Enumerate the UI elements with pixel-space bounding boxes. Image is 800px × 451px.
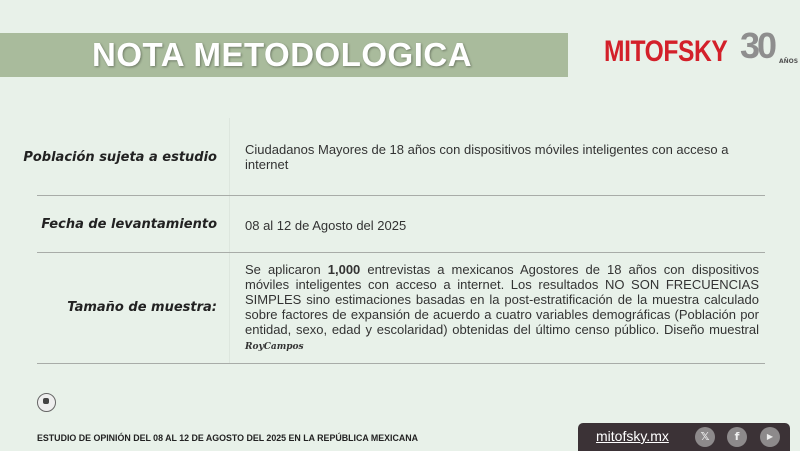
logo-years: 30 — [740, 25, 777, 66]
row-value: Se aplicaron 1,000 entrevistas a mexican… — [245, 262, 759, 355]
title-bar: NOTA METODOLOGICA — [0, 33, 568, 77]
column-divider — [229, 118, 230, 364]
logo-years-label: AÑOS — [779, 58, 799, 65]
signature: RoyCampos — [245, 342, 304, 352]
value-text: entrevistas a mexicanos Agostores de 18 … — [245, 262, 759, 337]
row-value: 08 al 12 de Agosto del 2025 — [245, 218, 407, 233]
youtube-icon[interactable]: ▶ — [760, 427, 780, 447]
footer-study-text: ESTUDIO DE OPINIÓN DEL 08 AL 12 DE AGOST… — [37, 433, 418, 444]
table-row: Población sujeta a estudio Ciudadanos Ma… — [23, 118, 765, 196]
social-bar: mitofsky.mx 𝕏 f ▶ — [578, 423, 790, 451]
logo-brand: MITOFSKY — [604, 35, 728, 68]
row-value: Ciudadanos Mayores de 18 años con dispos… — [245, 142, 729, 172]
table-row: Tamaño de muestra: Se aplicaron 1,000 en… — [37, 253, 765, 364]
facebook-icon[interactable]: f — [727, 427, 747, 447]
row-label: Fecha de levantamiento — [41, 217, 217, 232]
value-text: Se aplicaron — [245, 262, 328, 277]
page-title: NOTA METODOLOGICA — [92, 36, 473, 73]
sample-size: 1,000 — [327, 262, 361, 277]
soccer-ball-icon — [37, 393, 56, 412]
table-row: Fecha de levantamiento 08 al 12 de Agost… — [37, 196, 765, 253]
x-icon[interactable]: 𝕏 — [695, 427, 715, 447]
row-label: Población sujeta a estudio — [23, 150, 217, 165]
website-link[interactable]: mitofsky.mx — [596, 428, 669, 444]
row-label: Tamaño de muestra: — [67, 300, 217, 315]
mitofsky-logo: 30 MITOFSKY AÑOS — [604, 25, 799, 72]
